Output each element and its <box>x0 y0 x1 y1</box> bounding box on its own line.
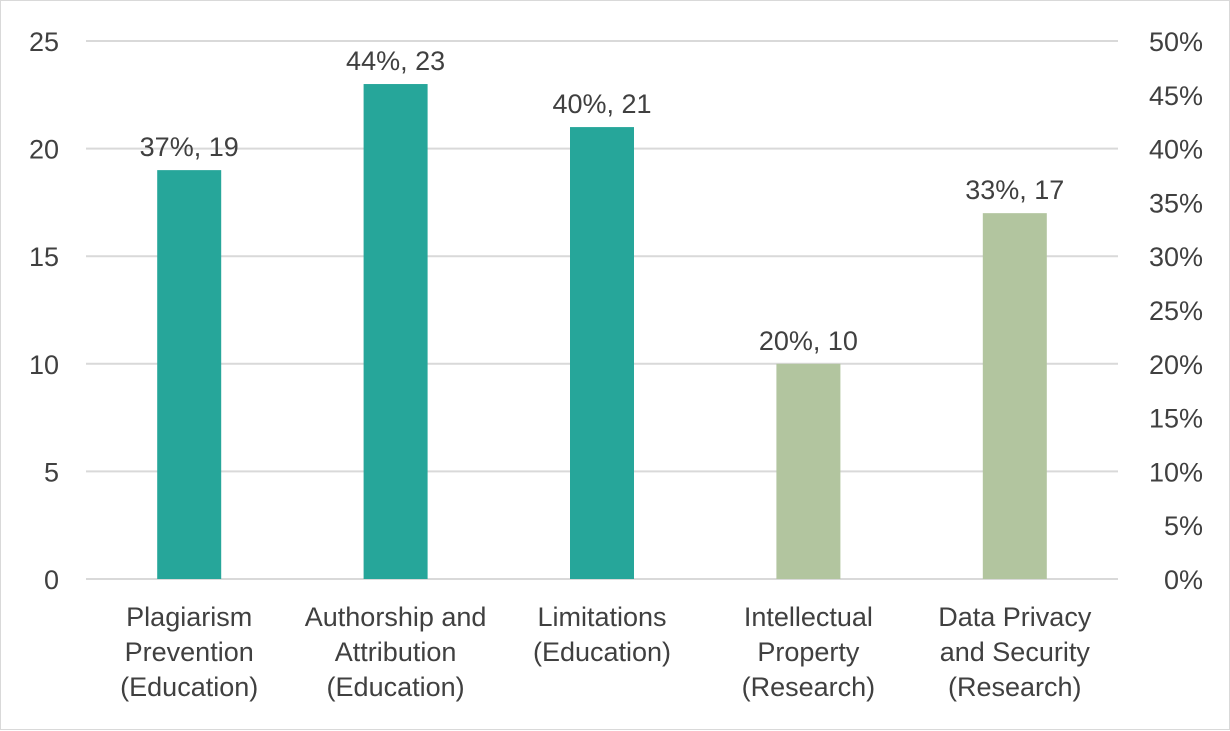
right-tick-label: 30% <box>1149 242 1203 272</box>
left-tick-label: 5 <box>44 457 59 487</box>
data-label-3: 40%, 21 <box>552 89 651 119</box>
category-label-5: Data Privacy and Security (Research) <box>938 602 1092 702</box>
right-tick-label: 10% <box>1149 457 1203 487</box>
category-label-line: Attribution <box>335 637 457 667</box>
bar-1[interactable] <box>157 170 222 579</box>
right-tick-label: 45% <box>1149 81 1203 111</box>
category-label-line: (Education) <box>533 637 671 667</box>
right-tick-label: 50% <box>1149 27 1203 57</box>
right-tick-label: 35% <box>1149 188 1203 218</box>
right-tick-label: 25% <box>1149 296 1203 326</box>
category-label-line: (Education) <box>120 672 258 702</box>
category-label-line: (Education) <box>327 672 465 702</box>
category-label-3: Limitations (Education) <box>533 602 671 667</box>
right-axis-ticks: 0% 5% 10% 15% 20% 25% 30% 35% 40% 45% 50% <box>1149 27 1203 595</box>
bar-4[interactable] <box>776 363 841 579</box>
bar-2[interactable] <box>363 84 428 579</box>
category-label-line: Authorship and <box>305 602 487 632</box>
left-axis-ticks: 0 5 10 15 20 25 <box>29 27 59 595</box>
category-label-line: Property <box>757 637 860 667</box>
right-tick-label: 20% <box>1149 350 1203 380</box>
category-label-line: Limitations <box>537 602 666 632</box>
right-tick-label: 0% <box>1164 565 1203 595</box>
bar-3[interactable] <box>570 127 634 579</box>
category-label-line: and Security <box>940 637 1091 667</box>
category-label-4: Intellectual Property (Research) <box>742 602 876 702</box>
right-tick-label: 40% <box>1149 135 1203 165</box>
category-label-1: Plagiarism Prevention (Education) <box>120 602 258 702</box>
data-label-4: 20%, 10 <box>759 326 858 356</box>
category-label-line: Data Privacy <box>938 602 1092 632</box>
left-tick-label: 10 <box>29 350 59 380</box>
category-label-line: Plagiarism <box>126 602 252 632</box>
category-label-line: Prevention <box>125 637 254 667</box>
data-labels: 37%, 19 44%, 23 40%, 21 20%, 10 33%, 17 <box>140 46 1065 356</box>
data-label-1: 37%, 19 <box>140 132 239 162</box>
category-label-line: Intellectual <box>744 602 873 632</box>
left-tick-label: 25 <box>29 27 59 57</box>
left-tick-label: 0 <box>44 565 59 595</box>
category-label-line: (Research) <box>948 672 1082 702</box>
left-tick-label: 20 <box>29 135 59 165</box>
right-tick-label: 5% <box>1164 511 1203 541</box>
right-tick-label: 15% <box>1149 404 1203 434</box>
category-label-2: Authorship and Attribution (Education) <box>305 602 487 702</box>
category-labels: Plagiarism Prevention (Education)Authorshi… <box>120 602 1092 702</box>
data-label-5: 33%, 17 <box>965 175 1064 205</box>
category-label-line: (Research) <box>742 672 876 702</box>
bars <box>157 84 1047 579</box>
data-label-2: 44%, 23 <box>346 46 445 76</box>
left-tick-label: 15 <box>29 242 59 272</box>
bar-5[interactable] <box>982 213 1047 579</box>
